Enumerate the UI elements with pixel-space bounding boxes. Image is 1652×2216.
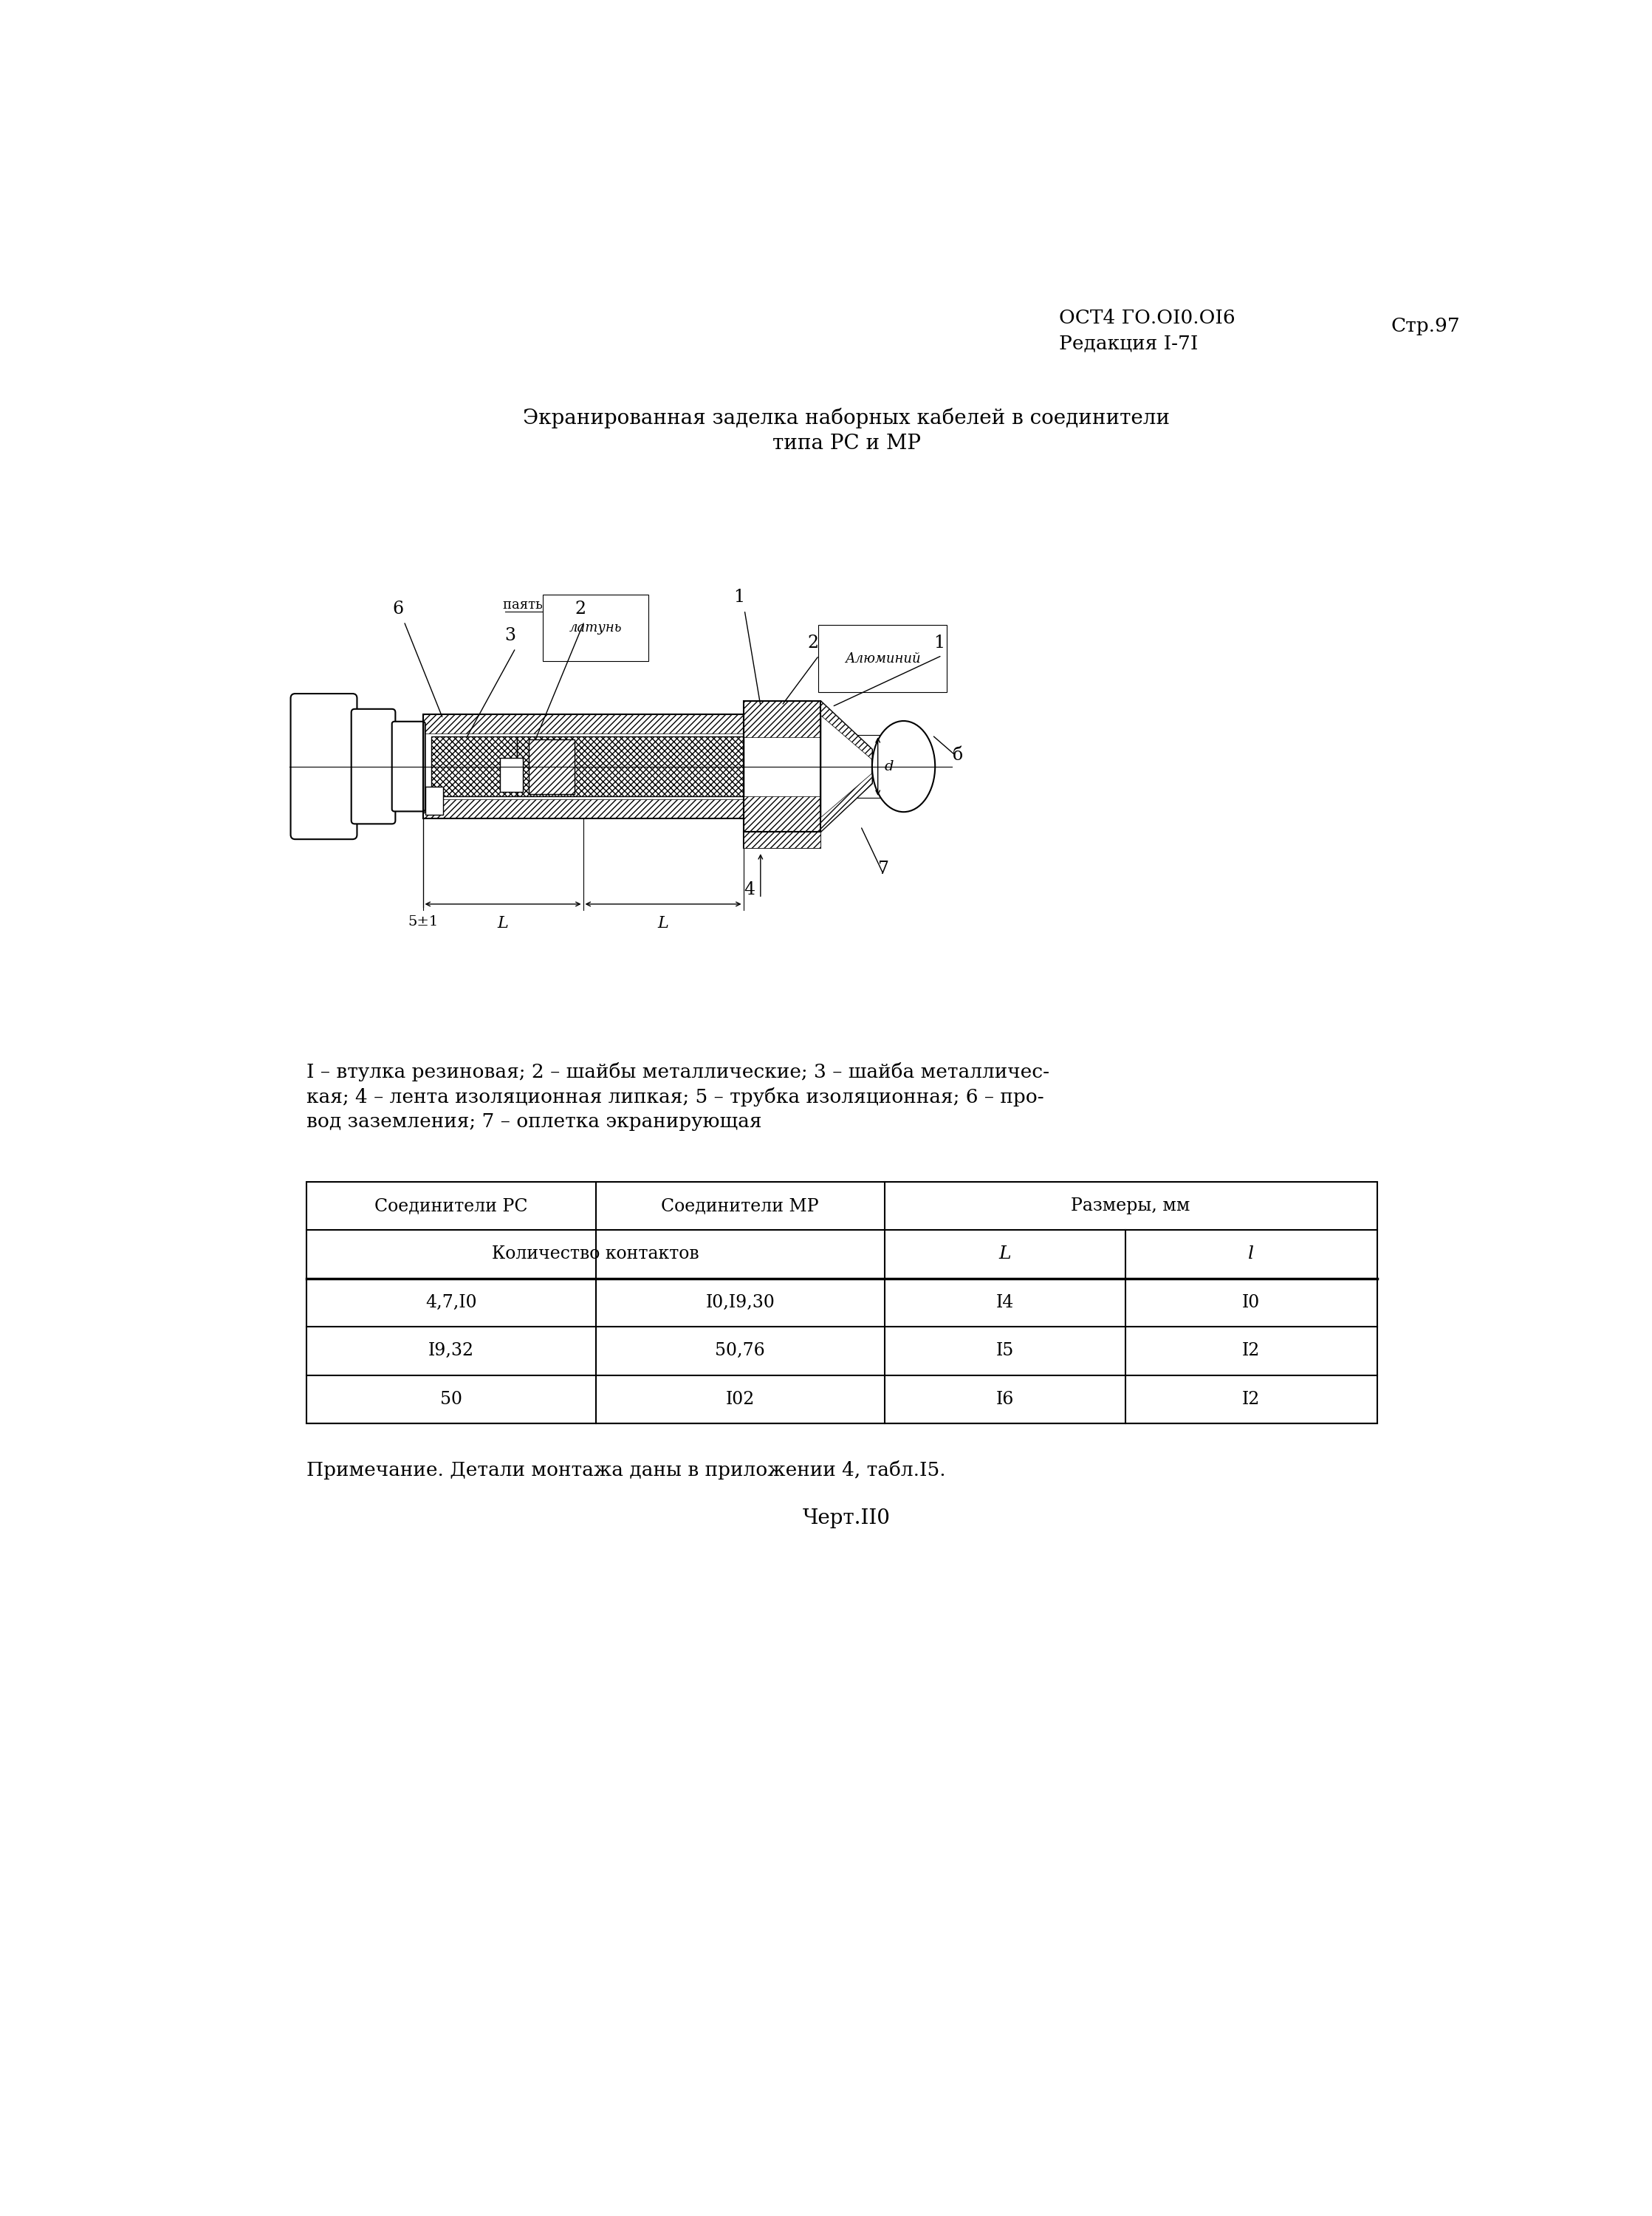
- Text: L: L: [657, 915, 669, 931]
- Text: типа РС и МР: типа РС и МР: [771, 434, 920, 454]
- Text: L: L: [999, 1245, 1011, 1263]
- Text: I – втулка резиновая; 2 – шайбы металлические; 3 – шайба металличес-: I – втулка резиновая; 2 – шайбы металлич…: [307, 1061, 1049, 1081]
- Bar: [431, 769, 735, 796]
- Text: I9,32: I9,32: [428, 1343, 474, 1358]
- Text: L: L: [497, 915, 509, 931]
- Text: I0: I0: [1242, 1294, 1260, 1312]
- Bar: [423, 800, 743, 818]
- Bar: [529, 740, 575, 793]
- Text: ОСТ4 ГО.ОI0.ОI6: ОСТ4 ГО.ОI0.ОI6: [1059, 308, 1236, 328]
- Text: 7: 7: [877, 860, 889, 878]
- Bar: [423, 714, 743, 818]
- Bar: [423, 714, 743, 733]
- Bar: [431, 736, 517, 796]
- Text: 1: 1: [733, 589, 745, 605]
- Text: Соединители МР: Соединители МР: [661, 1197, 819, 1214]
- Text: I5: I5: [996, 1343, 1014, 1358]
- Polygon shape: [821, 700, 872, 760]
- Text: I2: I2: [1242, 1343, 1260, 1358]
- Bar: [743, 700, 821, 738]
- Text: Стр.97: Стр.97: [1391, 317, 1460, 335]
- Text: паять кругом: паять кругом: [502, 598, 596, 612]
- Text: 3: 3: [504, 627, 515, 645]
- Text: вод заземления; 7 – оплетка экранирующая: вод заземления; 7 – оплетка экранирующая: [307, 1112, 762, 1130]
- Text: Алюминий: Алюминий: [844, 652, 920, 665]
- Polygon shape: [821, 716, 872, 818]
- Bar: [743, 831, 821, 849]
- Bar: [743, 831, 821, 849]
- Text: 4,7,I0: 4,7,I0: [426, 1294, 477, 1312]
- Text: l: l: [1249, 1245, 1254, 1263]
- Text: 6: 6: [393, 601, 403, 618]
- Text: кая; 4 – лента изоляционная липкая; 5 – трубка изоляционная; 6 – про-: кая; 4 – лента изоляционная липкая; 5 – …: [307, 1088, 1044, 1106]
- Ellipse shape: [872, 720, 935, 811]
- Text: 5±1: 5±1: [408, 915, 438, 929]
- Text: 2: 2: [575, 601, 586, 618]
- Text: I0,I9,30: I0,I9,30: [705, 1294, 775, 1312]
- Bar: [426, 787, 443, 815]
- FancyBboxPatch shape: [291, 694, 357, 840]
- Polygon shape: [821, 773, 872, 831]
- Bar: [743, 700, 821, 831]
- Bar: [307, 1181, 1376, 1423]
- Text: Черт.II0: Черт.II0: [803, 1509, 890, 1529]
- Text: I4: I4: [996, 1294, 1014, 1312]
- Bar: [501, 758, 524, 791]
- FancyBboxPatch shape: [352, 709, 395, 824]
- Bar: [743, 796, 821, 831]
- Text: d: d: [885, 760, 894, 773]
- Text: I02: I02: [725, 1392, 755, 1407]
- Text: латунь: латунь: [570, 620, 623, 634]
- Text: Примечание. Детали монтажа даны в приложении 4, табл.I5.: Примечание. Детали монтажа даны в прилож…: [307, 1460, 947, 1480]
- Polygon shape: [821, 700, 872, 831]
- Text: Размеры, мм: Размеры, мм: [1070, 1197, 1191, 1214]
- Text: Количество контактов: Количество контактов: [492, 1245, 699, 1263]
- Text: 1: 1: [933, 634, 945, 652]
- Text: Соединители РС: Соединители РС: [375, 1197, 527, 1214]
- Text: б: б: [952, 747, 963, 765]
- Text: 50,76: 50,76: [715, 1343, 765, 1358]
- Text: 4: 4: [743, 882, 755, 897]
- Text: Редакция I-7I: Редакция I-7I: [1059, 335, 1198, 352]
- Text: I6: I6: [996, 1392, 1014, 1407]
- FancyBboxPatch shape: [392, 722, 425, 811]
- Text: 2: 2: [808, 634, 819, 652]
- Text: Экранированная заделка наборных кабелей в соединители: Экранированная заделка наборных кабелей …: [524, 408, 1170, 430]
- Text: I2: I2: [1242, 1392, 1260, 1407]
- Text: 50: 50: [439, 1392, 463, 1407]
- Bar: [517, 736, 743, 796]
